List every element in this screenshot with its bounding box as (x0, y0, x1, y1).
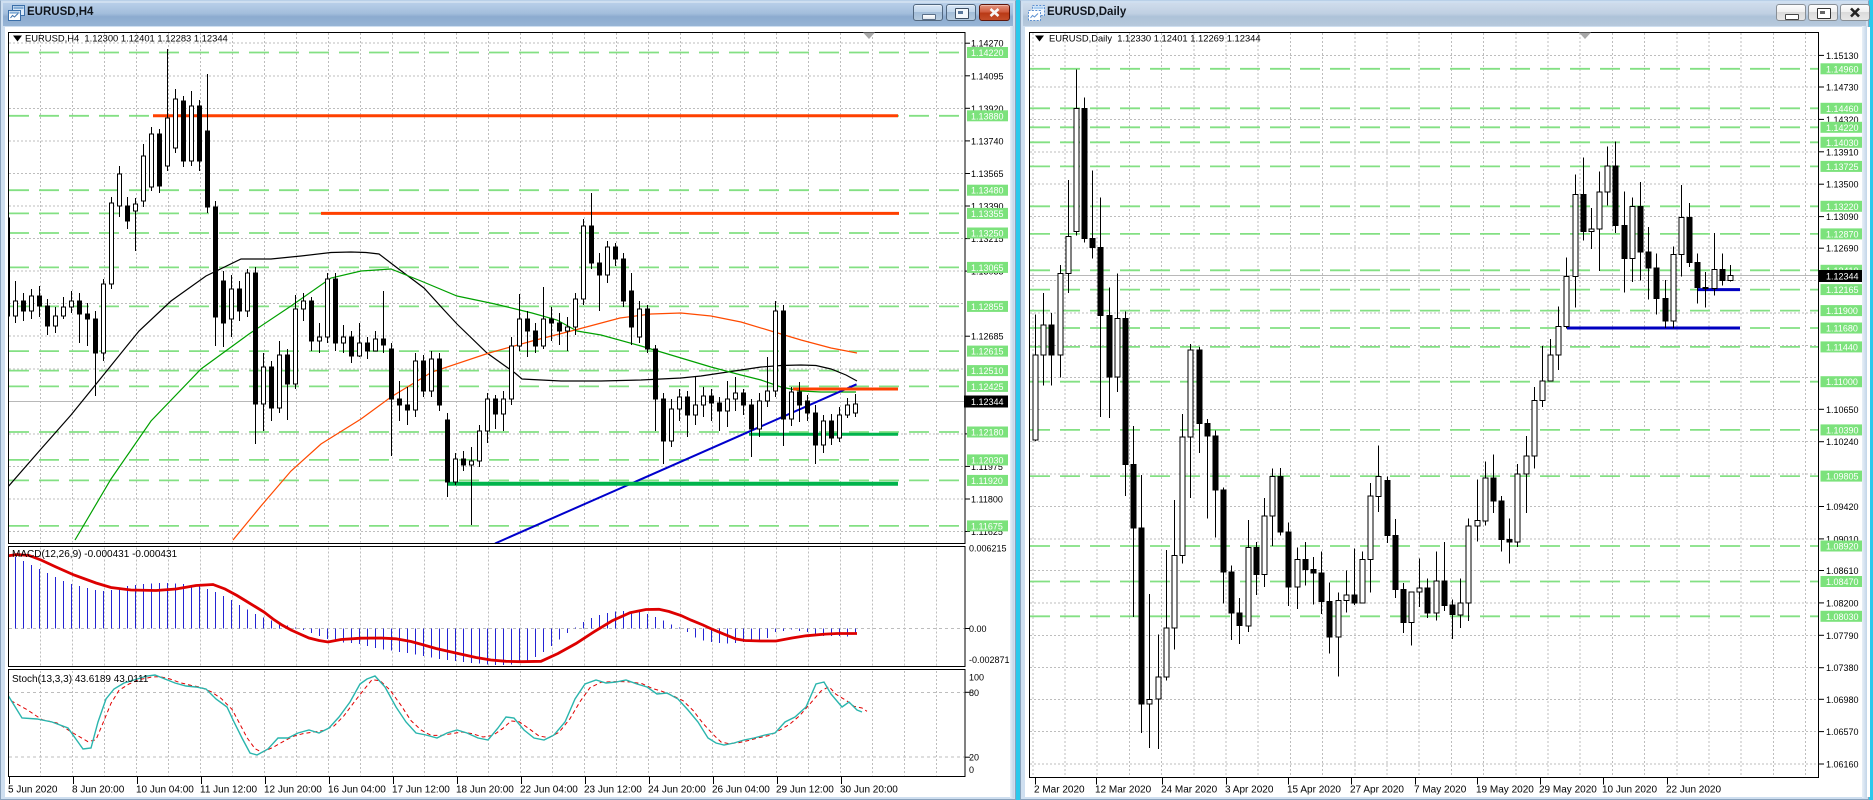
svg-text:1.13090: 1.13090 (1826, 212, 1859, 222)
svg-text:MACD(12,26,9) -0.000431 -0.000: MACD(12,26,9) -0.000431 -0.000431 (12, 549, 178, 560)
svg-text:1.11680: 1.11680 (1826, 324, 1858, 334)
svg-text:1.11000: 1.11000 (1826, 377, 1858, 387)
svg-text:1.07380: 1.07380 (1826, 663, 1859, 673)
svg-text:1.09420: 1.09420 (1826, 502, 1859, 512)
svg-text:1.08610: 1.08610 (1826, 566, 1859, 576)
svg-text:1.11900: 1.11900 (1826, 306, 1858, 316)
svg-text:1.13500: 1.13500 (1826, 180, 1859, 190)
svg-text:1.11675: 1.11675 (971, 521, 1003, 531)
svg-text:1.12690: 1.12690 (1826, 244, 1859, 254)
svg-text:27 Apr 2020: 27 Apr 2020 (1350, 785, 1404, 796)
svg-text:1.14460: 1.14460 (1826, 104, 1859, 114)
svg-text:29 May 2020: 29 May 2020 (1539, 785, 1597, 796)
svg-text:1.12425: 1.12425 (971, 382, 1004, 392)
svg-text:30 Jun 20:00: 30 Jun 20:00 (840, 785, 898, 796)
svg-text:1.11975: 1.11975 (971, 462, 1003, 472)
svg-text:1.12615: 1.12615 (971, 347, 1004, 357)
svg-text:1.13390: 1.13390 (971, 202, 1004, 212)
svg-text:22 Jun 04:00: 22 Jun 04:00 (520, 785, 578, 796)
svg-text:1.13725: 1.13725 (1826, 162, 1859, 172)
svg-text:1.10240: 1.10240 (1826, 437, 1859, 447)
svg-text:1.13565: 1.13565 (971, 169, 1004, 179)
svg-text:EURUSD,H4 1.12300 1.12401 1.1: EURUSD,H4 1.12300 1.12401 1.12283 1.1234… (25, 32, 228, 43)
svg-text:0.006215: 0.006215 (969, 544, 1007, 554)
svg-text:2 Mar 2020: 2 Mar 2020 (1034, 785, 1085, 796)
svg-text:8 Jun 20:00: 8 Jun 20:00 (72, 785, 125, 796)
svg-text:1.13910: 1.13910 (1826, 147, 1859, 157)
svg-text:1.11625: 1.11625 (971, 527, 1003, 537)
svg-text:1.06980: 1.06980 (1826, 695, 1859, 705)
svg-text:7 May 2020: 7 May 2020 (1414, 785, 1467, 796)
svg-text:1.06570: 1.06570 (1826, 727, 1859, 737)
svg-text:1.11440: 1.11440 (1826, 342, 1858, 352)
svg-text:EURUSD,Daily 1.12330 1.12401: EURUSD,Daily 1.12330 1.12401 1.12269 1.1… (1049, 32, 1261, 43)
svg-text:1.12510: 1.12510 (971, 366, 1004, 376)
svg-text:1.14320: 1.14320 (1826, 115, 1859, 125)
svg-text:1.08200: 1.08200 (1826, 598, 1859, 608)
svg-text:0.00: 0.00 (969, 624, 987, 634)
svg-text:1.14960: 1.14960 (1826, 64, 1859, 74)
svg-text:1.15130: 1.15130 (1826, 51, 1859, 61)
svg-text:0: 0 (969, 765, 974, 775)
svg-text:17 Jun 12:00: 17 Jun 12:00 (392, 785, 450, 796)
svg-text:1.09010: 1.09010 (1826, 534, 1859, 544)
svg-text:20: 20 (969, 753, 979, 763)
svg-text:100: 100 (969, 673, 984, 683)
svg-text:1.08920: 1.08920 (1826, 542, 1859, 552)
svg-text:Stoch(13,3,3) 43.6189 43.0111: Stoch(13,3,3) 43.6189 43.0111 (12, 674, 149, 685)
svg-text:1.12855: 1.12855 (971, 302, 1004, 312)
svg-text:24 Jun 20:00: 24 Jun 20:00 (648, 785, 706, 796)
svg-text:11 Jun 12:00: 11 Jun 12:00 (200, 785, 258, 796)
svg-text:5 Jun 2020: 5 Jun 2020 (8, 785, 58, 796)
svg-text:16 Jun 04:00: 16 Jun 04:00 (328, 785, 386, 796)
svg-text:22 Jun 2020: 22 Jun 2020 (1666, 785, 1721, 796)
svg-text:1.11920: 1.11920 (971, 476, 1003, 486)
svg-text:12 Jun 20:00: 12 Jun 20:00 (264, 785, 322, 796)
svg-text:1.13920: 1.13920 (971, 104, 1004, 114)
svg-text:18 Jun 20:00: 18 Jun 20:00 (456, 785, 514, 796)
svg-text:1.09805: 1.09805 (1826, 472, 1859, 482)
svg-text:1.13880: 1.13880 (971, 111, 1004, 121)
svg-text:1.13740: 1.13740 (971, 136, 1004, 146)
svg-text:1.12165: 1.12165 (1826, 285, 1859, 295)
svg-text:10 Jun 04:00: 10 Jun 04:00 (136, 785, 194, 796)
svg-text:1.13480: 1.13480 (971, 186, 1004, 196)
svg-text:1.14030: 1.14030 (1826, 138, 1859, 148)
svg-text:26 Jun 04:00: 26 Jun 04:00 (712, 785, 770, 796)
svg-text:1.10390: 1.10390 (1826, 425, 1859, 435)
svg-text:3 Apr 2020: 3 Apr 2020 (1225, 785, 1274, 796)
svg-text:1.13250: 1.13250 (971, 229, 1004, 239)
svg-text:1.08030: 1.08030 (1826, 612, 1859, 622)
svg-text:12 Mar 2020: 12 Mar 2020 (1095, 785, 1152, 796)
svg-text:1.13065: 1.13065 (971, 263, 1004, 273)
svg-text:15 Apr 2020: 15 Apr 2020 (1287, 785, 1341, 796)
svg-text:1.12030: 1.12030 (971, 455, 1004, 465)
svg-text:1.13220: 1.13220 (1826, 202, 1859, 212)
svg-text:1.14270: 1.14270 (971, 39, 1004, 49)
svg-text:1.14095: 1.14095 (971, 71, 1004, 81)
svg-text:10 Jun 2020: 10 Jun 2020 (1602, 785, 1657, 796)
svg-text:1.07790: 1.07790 (1826, 631, 1859, 641)
svg-text:1.14220: 1.14220 (1826, 123, 1859, 133)
svg-text:29 Jun 12:00: 29 Jun 12:00 (776, 785, 834, 796)
svg-text:1.12344: 1.12344 (1826, 272, 1859, 282)
svg-text:1.13355: 1.13355 (971, 209, 1004, 219)
svg-text:1.12685: 1.12685 (971, 332, 1004, 342)
svg-text:1.08470: 1.08470 (1826, 577, 1859, 587)
svg-text:-0.002871: -0.002871 (969, 655, 1010, 665)
svg-text:1.11800: 1.11800 (971, 495, 1003, 505)
svg-text:1.13215: 1.13215 (971, 234, 1004, 244)
svg-text:1.12180: 1.12180 (971, 428, 1004, 438)
svg-text:1.14220: 1.14220 (971, 48, 1004, 58)
svg-text:1.12344: 1.12344 (971, 397, 1004, 407)
svg-text:1.10650: 1.10650 (1826, 405, 1859, 415)
svg-text:1.12870: 1.12870 (1826, 229, 1859, 239)
svg-text:19 May 2020: 19 May 2020 (1476, 785, 1534, 796)
svg-text:23 Jun 12:00: 23 Jun 12:00 (584, 785, 642, 796)
svg-text:1.14730: 1.14730 (1826, 83, 1859, 93)
svg-text:1.06160: 1.06160 (1826, 760, 1859, 770)
svg-text:24 Mar 2020: 24 Mar 2020 (1161, 785, 1218, 796)
svg-text:80: 80 (969, 688, 979, 698)
